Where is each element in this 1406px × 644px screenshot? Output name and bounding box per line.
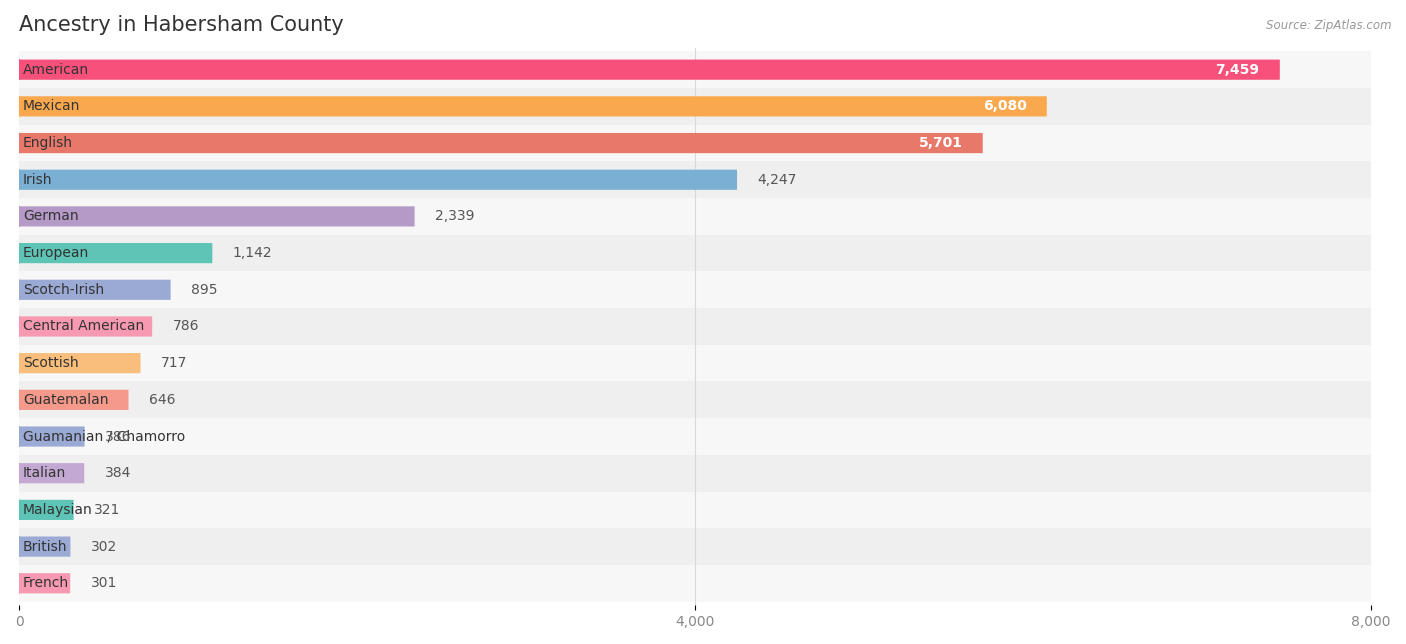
FancyBboxPatch shape bbox=[20, 536, 70, 556]
FancyBboxPatch shape bbox=[20, 565, 1371, 601]
Text: 384: 384 bbox=[104, 466, 131, 480]
Text: Mexican: Mexican bbox=[22, 99, 80, 113]
Text: German: German bbox=[22, 209, 79, 223]
Text: 4,247: 4,247 bbox=[758, 173, 797, 187]
Text: 895: 895 bbox=[191, 283, 218, 297]
FancyBboxPatch shape bbox=[20, 125, 1371, 162]
Text: Scotch-Irish: Scotch-Irish bbox=[22, 283, 104, 297]
FancyBboxPatch shape bbox=[20, 463, 84, 483]
Text: Scottish: Scottish bbox=[22, 356, 79, 370]
FancyBboxPatch shape bbox=[20, 243, 212, 263]
FancyBboxPatch shape bbox=[20, 133, 983, 153]
FancyBboxPatch shape bbox=[20, 279, 170, 300]
FancyBboxPatch shape bbox=[20, 96, 1047, 117]
FancyBboxPatch shape bbox=[20, 169, 737, 190]
Text: 5,701: 5,701 bbox=[918, 136, 963, 150]
FancyBboxPatch shape bbox=[20, 88, 1371, 125]
Text: Central American: Central American bbox=[22, 319, 143, 334]
FancyBboxPatch shape bbox=[20, 345, 1371, 381]
Text: Source: ZipAtlas.com: Source: ZipAtlas.com bbox=[1267, 19, 1392, 32]
FancyBboxPatch shape bbox=[20, 52, 1371, 88]
Text: Ancestry in Habersham County: Ancestry in Habersham County bbox=[20, 15, 344, 35]
Text: 646: 646 bbox=[149, 393, 176, 407]
FancyBboxPatch shape bbox=[20, 573, 70, 593]
FancyBboxPatch shape bbox=[20, 316, 152, 337]
FancyBboxPatch shape bbox=[20, 162, 1371, 198]
FancyBboxPatch shape bbox=[20, 500, 73, 520]
FancyBboxPatch shape bbox=[20, 418, 1371, 455]
Text: 321: 321 bbox=[94, 503, 121, 517]
FancyBboxPatch shape bbox=[20, 491, 1371, 528]
Text: 717: 717 bbox=[160, 356, 187, 370]
FancyBboxPatch shape bbox=[20, 426, 84, 447]
Text: Italian: Italian bbox=[22, 466, 66, 480]
Text: 301: 301 bbox=[90, 576, 117, 591]
Text: 7,459: 7,459 bbox=[1216, 62, 1260, 77]
FancyBboxPatch shape bbox=[20, 308, 1371, 345]
Text: 2,339: 2,339 bbox=[434, 209, 474, 223]
Text: Irish: Irish bbox=[22, 173, 52, 187]
Text: 302: 302 bbox=[90, 540, 117, 554]
FancyBboxPatch shape bbox=[20, 198, 1371, 235]
FancyBboxPatch shape bbox=[20, 271, 1371, 308]
Text: 386: 386 bbox=[105, 430, 131, 444]
FancyBboxPatch shape bbox=[20, 206, 415, 227]
Text: 1,142: 1,142 bbox=[232, 246, 273, 260]
Text: English: English bbox=[22, 136, 73, 150]
Text: French: French bbox=[22, 576, 69, 591]
Text: 786: 786 bbox=[173, 319, 200, 334]
FancyBboxPatch shape bbox=[20, 235, 1371, 271]
FancyBboxPatch shape bbox=[20, 381, 1371, 418]
Text: Guatemalan: Guatemalan bbox=[22, 393, 108, 407]
Text: American: American bbox=[22, 62, 89, 77]
Text: Malaysian: Malaysian bbox=[22, 503, 93, 517]
Text: Guamanian / Chamorro: Guamanian / Chamorro bbox=[22, 430, 186, 444]
FancyBboxPatch shape bbox=[20, 60, 1279, 80]
Text: European: European bbox=[22, 246, 89, 260]
FancyBboxPatch shape bbox=[20, 353, 141, 374]
Text: 6,080: 6,080 bbox=[983, 99, 1026, 113]
FancyBboxPatch shape bbox=[20, 390, 128, 410]
FancyBboxPatch shape bbox=[20, 455, 1371, 491]
Text: British: British bbox=[22, 540, 67, 554]
FancyBboxPatch shape bbox=[20, 528, 1371, 565]
